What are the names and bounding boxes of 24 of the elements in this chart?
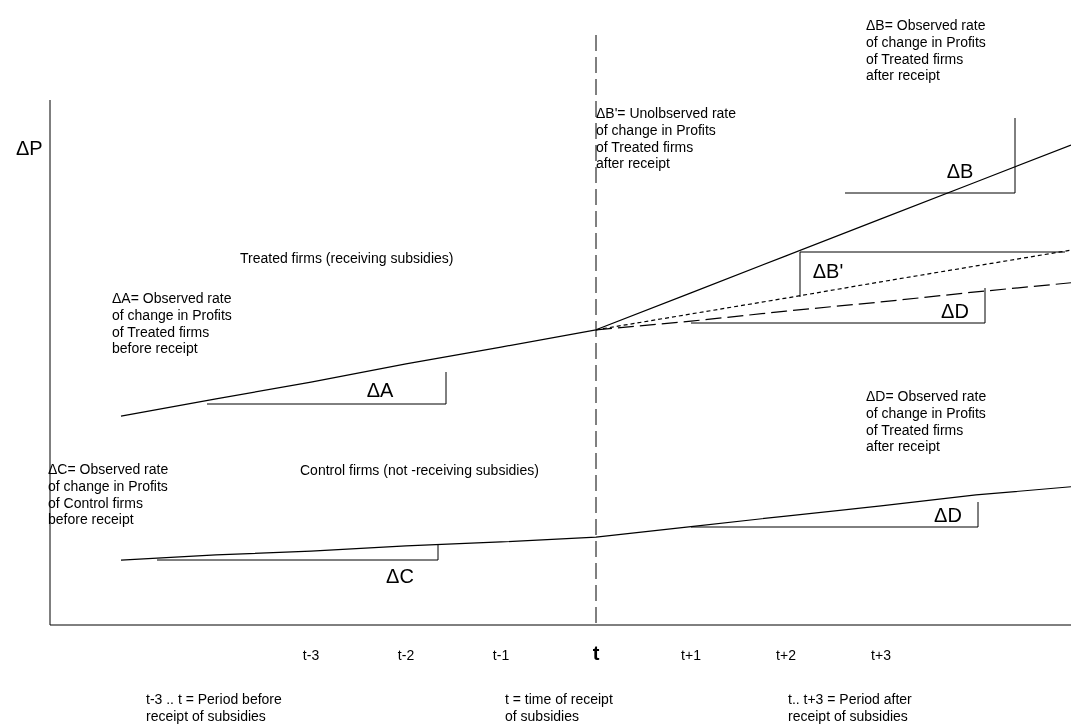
annotation: ΔB [946, 160, 974, 182]
annotation: ΔB'= Unolbserved rate of change in Profits of Treated firms after receipt [596, 105, 737, 172]
x-tick-label: t+3 [871, 647, 892, 663]
x-tick-label: t+2 [776, 647, 797, 663]
x-tick-label: t+1 [681, 647, 702, 663]
annotation: ΔD [934, 504, 962, 526]
annotation: ΔA [366, 379, 395, 401]
text: t.. t+3 = Period after receipt of subsidies [788, 691, 913, 724]
x-tick-label: t-1 [492, 647, 510, 663]
x-tick-label: t [592, 642, 600, 664]
annotation: Treated firms (receiving subsidies) [240, 250, 454, 266]
annotation: ΔD [941, 300, 969, 322]
annotation: ΔA= Observed rate of change in Profits of Treated firms before receipt [112, 290, 232, 357]
x-tick-label: t-2 [397, 647, 415, 663]
text: t-3 .. t = Period before receipt of subsidies [146, 691, 283, 724]
annotation: ΔD= Observed rate of change in Profits of Treated firms after receipt [866, 388, 987, 455]
text: t = time of receipt of subsidies [505, 691, 613, 724]
text: ΔB= Observed rate of change in Profits of Treated firms after receipt [866, 17, 986, 84]
annotation: ΔC [386, 565, 414, 587]
x-tick-label: t-3 [302, 647, 320, 663]
annotation: Control firms (not -receiving subsidies) [300, 462, 539, 478]
annotation: ΔB' [812, 260, 844, 282]
y-axis-title: ΔP [16, 137, 43, 159]
annotation: ΔC= Observed rate of change in Profits of Control firms before receipt [48, 461, 169, 528]
